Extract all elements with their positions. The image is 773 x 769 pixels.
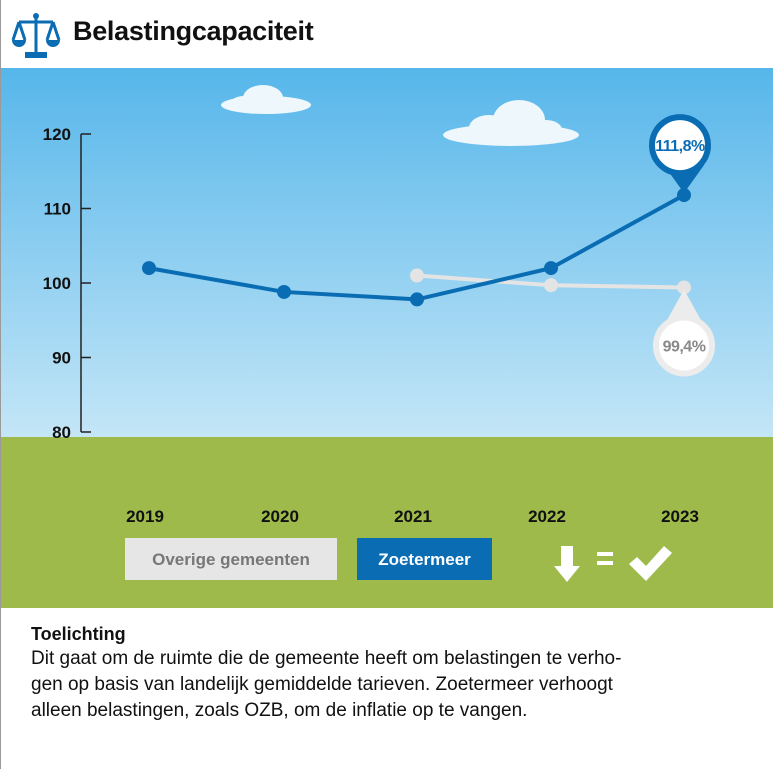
text-line: gen op basis van landelijk gemiddelde ta… [31, 674, 613, 695]
text-line: Dit gaat om de ruimte die de gemeente he… [31, 648, 622, 669]
data-label: 111,8% [655, 138, 705, 155]
legend-box [357, 538, 492, 580]
value-pin: 99,4% [653, 289, 715, 377]
pin-circle [649, 114, 711, 177]
y-tick-label: 120 [43, 125, 71, 144]
explanation-text: Dit gaat om de ruimte die de gemeente he… [31, 646, 751, 724]
y-tick-label: 80 [52, 423, 71, 442]
legend-box [125, 538, 337, 580]
legend-label: Overige gemeenten [152, 550, 310, 569]
legend-label: Zoetermeer [378, 550, 471, 569]
data-point [277, 284, 291, 299]
pin-circle [653, 314, 715, 377]
x-tick-label: 2022 [528, 507, 566, 526]
x-tick-label: 2021 [394, 507, 432, 526]
data-point [142, 261, 156, 276]
grass [1, 437, 773, 608]
data-point [677, 280, 691, 295]
data-point [544, 278, 558, 293]
data-point [410, 292, 424, 307]
text-line: alleen belastingen, zoals OZB, om de inf… [31, 700, 528, 721]
header: Belastingcapaciteit [1, 0, 773, 68]
explanation: Toelichting Dit gaat om de ruimte die de… [31, 622, 751, 724]
explanation-title: Toelichting [31, 624, 126, 644]
y-tick-label: 100 [43, 274, 71, 293]
data-point [410, 268, 424, 283]
page-title: Belastingcapaciteit [73, 16, 314, 46]
y-tick-label: 90 [52, 349, 71, 368]
chart: 80 90 100 110 120 2019 2020 2021 2022 2023 99,4% Ov… [1, 68, 773, 608]
x-tick-label: 2020 [261, 507, 299, 526]
sky [1, 68, 773, 437]
data-label: 99,4% [663, 338, 706, 355]
clouds [221, 85, 579, 146]
data-point [677, 188, 691, 203]
data-point [544, 261, 558, 276]
scales-icon [11, 13, 61, 58]
value-pin: 111,8% [649, 114, 711, 194]
x-tick-label: 2019 [126, 507, 164, 526]
legend-icons [554, 546, 672, 582]
x-tick-label: 2023 [661, 507, 699, 526]
y-tick-label: 110 [44, 200, 71, 219]
